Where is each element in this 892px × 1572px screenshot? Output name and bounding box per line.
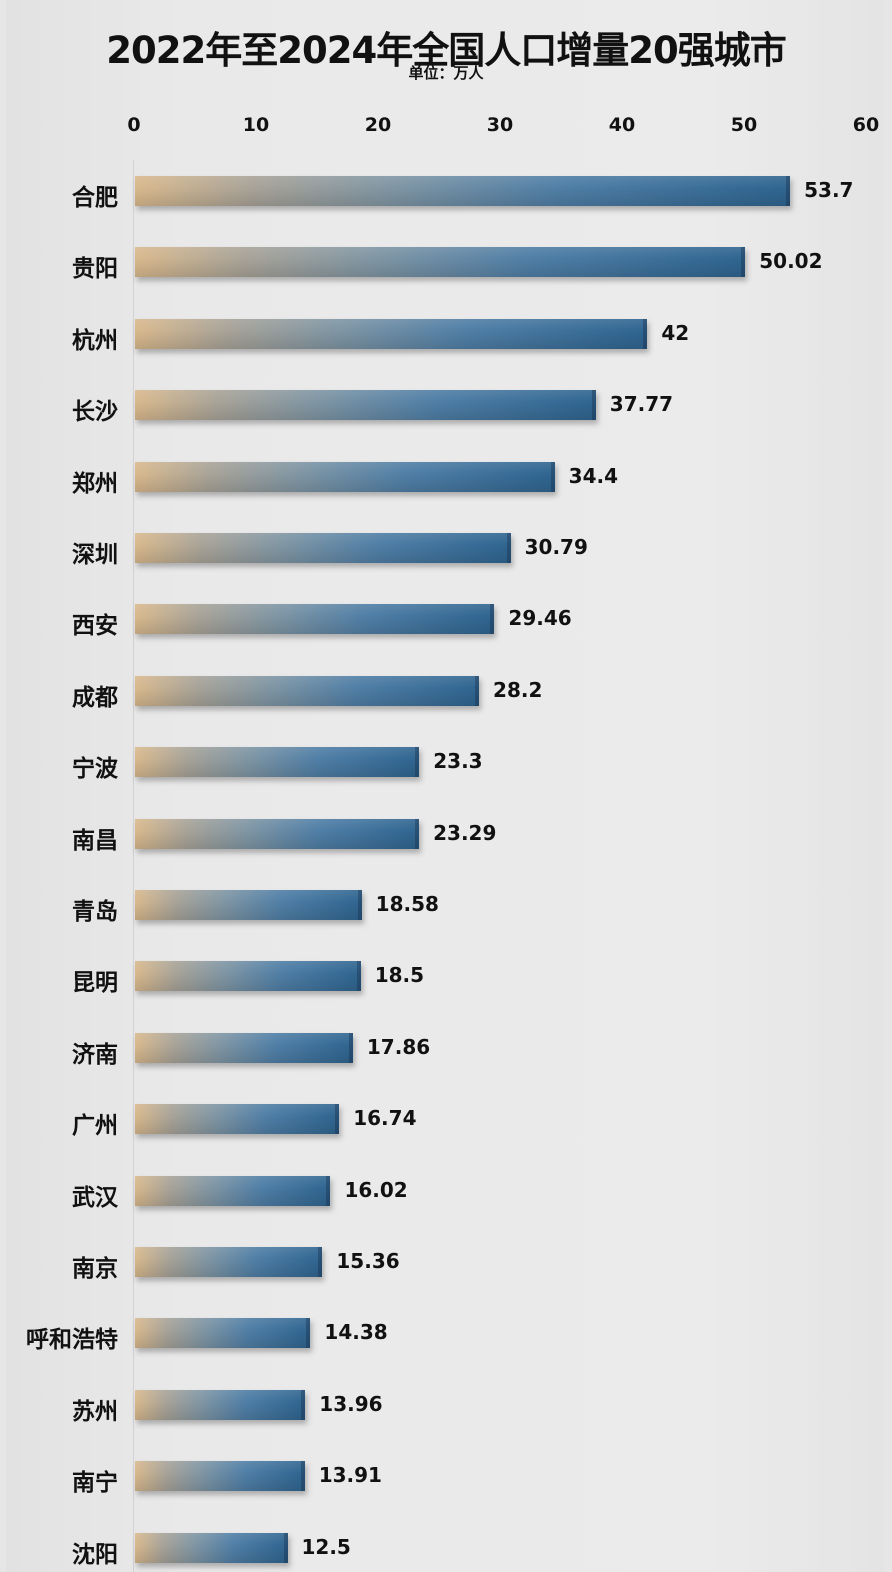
x-tick: 40 xyxy=(608,114,636,136)
value-label: 18.58 xyxy=(375,892,439,916)
category-label: 苏州 xyxy=(72,1398,118,1425)
bar-row: 杭州 42 xyxy=(0,318,892,354)
bar-row: 长沙 37.77 xyxy=(0,390,892,426)
bar-row: 广州 16.74 xyxy=(0,1104,892,1140)
value-label: 16.74 xyxy=(353,1106,417,1131)
value-label: 53.7 xyxy=(804,178,854,202)
bar-row: 西安 29.46 xyxy=(0,604,892,640)
bar-row: 济南 17.86 xyxy=(0,1032,892,1068)
category-label: 郑州 xyxy=(72,470,118,497)
bar xyxy=(135,818,420,849)
x-tick: 30 xyxy=(486,114,514,136)
bar xyxy=(135,1175,331,1206)
value-label: 23.3 xyxy=(433,749,483,774)
bar xyxy=(135,747,420,778)
category-label: 合肥 xyxy=(72,185,118,211)
value-label: 23.29 xyxy=(433,820,497,845)
bar xyxy=(135,1532,288,1563)
value-label: 18.5 xyxy=(374,963,425,988)
bar-row: 南宁 13.91 xyxy=(0,1461,892,1497)
bar-row: 昆明 18.5 xyxy=(0,961,892,997)
category-label: 呼和浩特 xyxy=(26,1327,118,1354)
bar-row: 武汉 16.02 xyxy=(0,1175,892,1211)
x-tick: 20 xyxy=(364,114,392,136)
category-label: 青岛 xyxy=(72,899,118,925)
category-label: 深圳 xyxy=(72,542,118,568)
category-label: 长沙 xyxy=(72,399,118,426)
bar-row: 合肥 53.7 xyxy=(0,176,892,211)
bar xyxy=(135,1247,323,1277)
bar xyxy=(135,961,361,992)
chart-title: 2022年至2024年全国人口增量20强城市 xyxy=(106,29,786,72)
bar-row: 苏州 13.96 xyxy=(0,1389,892,1425)
value-label: 28.2 xyxy=(493,677,543,702)
x-tick: 0 xyxy=(127,114,141,136)
bar-row: 深圳 30.79 xyxy=(0,533,892,568)
bar xyxy=(135,176,791,206)
bar xyxy=(135,1032,353,1063)
category-label: 成都 xyxy=(72,684,118,711)
value-label: 17.86 xyxy=(366,1034,431,1059)
bar-row: 贵阳 50.02 xyxy=(0,247,892,283)
value-label: 42 xyxy=(661,320,690,345)
value-label: 30.79 xyxy=(524,535,588,559)
x-tick: 50 xyxy=(730,114,758,136)
value-label: 14.38 xyxy=(324,1320,388,1345)
value-label: 37.77 xyxy=(609,392,674,417)
category-label: 贵阳 xyxy=(72,256,118,283)
bar xyxy=(135,604,495,635)
category-label: 武汉 xyxy=(72,1184,118,1211)
bar-row: 青岛 18.58 xyxy=(0,890,892,925)
value-label: 16.02 xyxy=(344,1177,408,1202)
bar-row: 郑州 34.4 xyxy=(0,461,892,497)
value-label: 13.91 xyxy=(318,1463,382,1488)
bar-row: 宁波 23.3 xyxy=(0,747,892,783)
bar xyxy=(135,675,480,706)
category-label: 沈阳 xyxy=(72,1541,118,1568)
bar xyxy=(135,247,746,278)
x-tick: 60 xyxy=(852,114,880,136)
category-label: 广州 xyxy=(72,1113,118,1140)
y-axis-line xyxy=(133,160,134,1572)
category-label: 昆明 xyxy=(72,970,118,997)
bar-row: 南京 15.36 xyxy=(0,1247,892,1282)
bar-row: 成都 28.2 xyxy=(0,675,892,711)
category-label: 西安 xyxy=(72,613,118,640)
bar xyxy=(135,1318,311,1349)
bar xyxy=(135,390,596,421)
bar-row: 呼和浩特 14.38 xyxy=(0,1318,892,1354)
value-label: 29.46 xyxy=(508,606,572,631)
value-label: 12.5 xyxy=(301,1534,351,1559)
bar xyxy=(135,890,362,920)
bar xyxy=(135,1104,340,1135)
value-label: 15.36 xyxy=(336,1249,400,1273)
x-axis: 0 10 20 30 40 50 60 xyxy=(0,114,892,138)
category-label: 南宁 xyxy=(72,1470,118,1497)
category-label: 南京 xyxy=(72,1256,118,1282)
bar xyxy=(135,461,555,492)
value-label: 34.4 xyxy=(568,463,619,488)
category-label: 济南 xyxy=(72,1041,118,1068)
category-label: 宁波 xyxy=(72,756,118,783)
category-label: 南昌 xyxy=(72,827,118,854)
chart-unit-label: 单位：万人 xyxy=(408,64,484,82)
bar xyxy=(135,318,648,349)
bar xyxy=(135,533,511,563)
bar-row: 沈阳 12.5 xyxy=(0,1532,892,1568)
x-tick: 10 xyxy=(242,114,270,136)
category-label: 杭州 xyxy=(72,327,118,354)
bar xyxy=(135,1461,305,1492)
bar xyxy=(135,1389,306,1420)
value-label: 50.02 xyxy=(759,249,823,274)
value-label: 13.96 xyxy=(319,1391,383,1416)
bar-row: 南昌 23.29 xyxy=(0,818,892,854)
